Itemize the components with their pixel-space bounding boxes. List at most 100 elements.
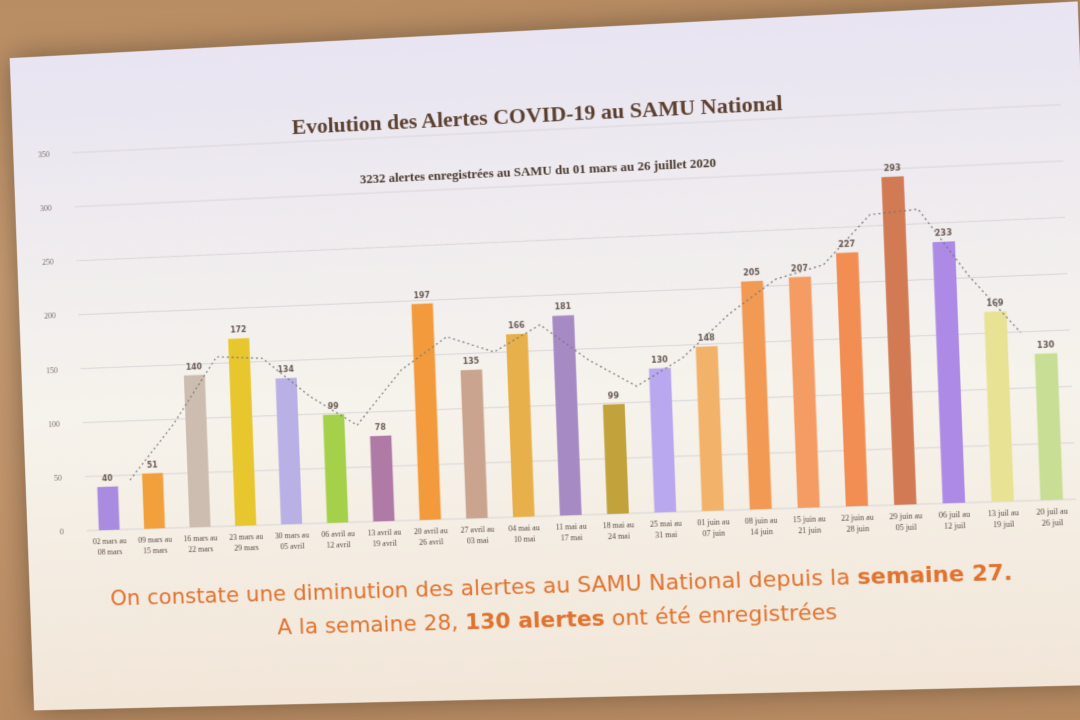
bar [836, 252, 868, 506]
x-tick-label: 26 juil [1042, 518, 1065, 528]
x-tick-label: 08 mars [98, 547, 123, 557]
x-tick-label: 31 mai [655, 530, 678, 540]
x-tick-label: 25 mai au [650, 519, 682, 529]
data-label: 40 [102, 474, 113, 483]
data-label: 140 [186, 362, 203, 372]
bar [411, 303, 441, 520]
x-tick-label: 23 mars au [229, 532, 263, 542]
bar-chart: 0 50 100 150 200 250 300 350 40 02 mars au08 mars… [10, 1, 1080, 604]
data-label: 293 [883, 163, 900, 173]
grid-line [77, 217, 1066, 260]
y-tick-label: 200 [44, 312, 56, 321]
x-tick-label: 20 avril au [414, 526, 448, 536]
x-tick-label: 28 juin [846, 524, 869, 534]
bar [603, 404, 629, 514]
y-tick-label: 150 [46, 366, 58, 375]
bar [552, 315, 581, 515]
bar [184, 375, 211, 528]
x-tick-label: 04 mai au [508, 523, 540, 533]
x-tick-label: 06 avril au [321, 529, 355, 539]
x-tick-label: 18 mai au [602, 520, 634, 530]
grid-line [72, 105, 1060, 153]
x-tick-label: 02 mars au [93, 536, 127, 546]
data-label: 130 [651, 355, 669, 365]
bar [984, 311, 1014, 502]
y-tick-label: 50 [54, 473, 62, 482]
bar [228, 338, 256, 526]
x-tick-label: 24 mai [608, 531, 631, 541]
caption-line-2-suffix: ont été enregistrées [604, 600, 837, 632]
bar [506, 334, 535, 518]
x-tick-label: 15 mars [143, 546, 168, 556]
x-tick-label: 17 mai [561, 533, 584, 543]
x-tick-label: 13 juil au [987, 508, 1019, 518]
bar [142, 473, 165, 529]
y-tick-label: 100 [48, 420, 60, 429]
bar [323, 414, 348, 523]
x-tick-label: 29 juin au [889, 511, 922, 521]
bar [741, 281, 772, 510]
x-tick-label: 14 juin [750, 527, 773, 537]
grid-line [74, 161, 1063, 207]
x-tick-label: 15 juin au [793, 514, 826, 524]
x-tick-label: 27 avril au [460, 525, 494, 535]
caption-line-2-bold: 130 alertes [465, 607, 606, 636]
bar [649, 368, 676, 513]
x-tick-label: 05 avril [280, 541, 305, 551]
data-label: 233 [935, 228, 953, 238]
bar [97, 486, 119, 530]
data-label: 169 [986, 298, 1004, 308]
data-label: 197 [413, 290, 430, 300]
bar [461, 369, 488, 518]
caption-line-1-bold: semaine 27. [857, 560, 1013, 590]
x-tick-label: 16 mars au [183, 533, 217, 543]
x-tick-label: 19 avril [373, 539, 398, 549]
data-label: 130 [1037, 340, 1055, 350]
data-label: 166 [508, 321, 525, 331]
y-tick-label: 250 [42, 258, 54, 267]
bar [696, 346, 724, 511]
x-tick-label: 07 juin [702, 528, 725, 538]
x-tick-label: 20 juil au [1036, 506, 1068, 516]
caption-line-2-prefix: A la semaine 28, [277, 610, 466, 640]
x-tick-label: 19 juil [993, 519, 1016, 529]
y-tick-label: 0 [60, 527, 64, 536]
data-label: 51 [147, 460, 158, 469]
data-label: 227 [838, 239, 855, 249]
bar [789, 276, 820, 508]
x-tick-label: 13 avril au [367, 528, 401, 538]
x-tick-label: 29 mars [234, 543, 259, 553]
bar [881, 176, 916, 505]
data-label: 135 [463, 357, 480, 367]
bar [1035, 353, 1063, 500]
x-tick-label: 22 juin au [841, 513, 874, 523]
x-tick-label: 21 juin [798, 525, 821, 535]
x-tick-label: 12 avril [326, 540, 351, 550]
x-tick-label: 08 juin au [745, 516, 778, 526]
x-tick-label: 05 juil [895, 522, 917, 532]
bar [370, 435, 395, 521]
data-label: 205 [743, 268, 760, 278]
x-tick-label: 30 mars au [275, 530, 310, 540]
x-tick-label: 09 mars au [138, 535, 172, 545]
bar [276, 378, 303, 525]
x-tick-label: 26 avril [419, 537, 444, 547]
x-tick-label: 03 mai [467, 536, 490, 546]
grid-line [79, 274, 1068, 315]
x-tick-label: 06 juil au [939, 510, 971, 520]
data-label: 134 [277, 365, 294, 375]
x-tick-label: 01 juin au [697, 517, 730, 527]
x-tick-label: 10 mai [514, 534, 537, 544]
data-label: 181 [554, 302, 571, 312]
data-label: 99 [328, 401, 339, 410]
x-tick-label: 22 mars [188, 544, 213, 554]
x-tick-label: 11 mai au [555, 522, 587, 532]
data-label: 99 [608, 391, 619, 401]
data-label: 172 [230, 325, 247, 335]
y-tick-label: 350 [38, 150, 50, 159]
data-label: 148 [698, 333, 715, 343]
data-label: 78 [375, 423, 386, 432]
projection-screen: Evolution des Alertes COVID-19 au SAMU N… [10, 1, 1080, 710]
y-tick-label: 300 [40, 204, 52, 213]
x-tick-label: 12 juil [944, 521, 966, 531]
